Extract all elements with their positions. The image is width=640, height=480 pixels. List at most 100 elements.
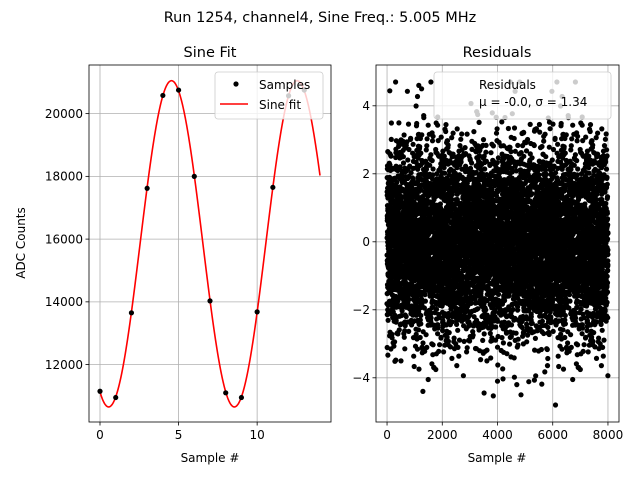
residual-point — [454, 126, 460, 132]
sine-fit-line — [99, 79, 321, 408]
residual-point — [442, 170, 448, 176]
residual-point — [396, 327, 402, 333]
sample-point — [238, 394, 245, 401]
residual-point — [418, 312, 424, 319]
residual-point — [405, 157, 411, 163]
residual-point — [393, 79, 399, 85]
residual-point — [430, 172, 436, 178]
residual-point — [422, 348, 428, 354]
residual-point — [402, 328, 408, 334]
residual-point — [443, 122, 449, 128]
residual-point — [393, 357, 399, 363]
residual-point — [416, 366, 422, 372]
residual-point — [510, 306, 516, 313]
residual-point — [449, 135, 455, 141]
residual-point — [515, 342, 521, 348]
residual-point — [395, 331, 401, 337]
sample-point — [254, 309, 260, 315]
residual-point — [408, 170, 414, 176]
residual-point — [433, 306, 440, 312]
residual-point — [414, 299, 420, 305]
residual-point — [508, 322, 515, 328]
residual-point — [420, 340, 426, 346]
residual-point — [436, 348, 442, 354]
residual-point — [411, 353, 417, 359]
sine-fit-xlabel: Sample # — [181, 451, 240, 465]
sample-point — [160, 92, 166, 99]
residual-point — [388, 153, 394, 159]
residual-point — [451, 335, 457, 341]
residual-point — [389, 335, 395, 341]
sample-point — [175, 87, 182, 93]
residual-point — [441, 349, 447, 355]
figure-suptitle: Run 1254, channel4, Sine Freq.: 5.005 MH… — [164, 10, 477, 26]
residual-point — [414, 93, 421, 100]
residual-point — [494, 126, 500, 132]
residual-point — [435, 122, 441, 128]
sine-fit-y-tick-label: 14000 — [45, 295, 83, 309]
sine-fit-ylabel: ADC Counts — [14, 207, 28, 279]
residual-point — [418, 321, 424, 327]
residual-point — [388, 120, 394, 126]
sine-fit-x-tick-label: 5 — [175, 428, 183, 442]
residual-point — [449, 319, 455, 325]
residual-point — [408, 135, 414, 141]
sine-fit-plot-area — [97, 79, 321, 408]
residual-point — [482, 166, 488, 172]
legend-samples-marker — [233, 81, 239, 87]
residual-point — [454, 363, 460, 369]
residual-point — [401, 132, 407, 138]
residual-point — [429, 138, 436, 144]
residual-point — [476, 119, 482, 125]
sample-point — [270, 184, 276, 190]
residual-point — [470, 332, 476, 338]
residual-point — [437, 201, 443, 207]
residual-point — [406, 328, 412, 334]
residual-point — [459, 131, 465, 137]
residual-point — [428, 311, 434, 317]
sample-point — [191, 173, 197, 179]
residual-point — [422, 298, 428, 304]
residual-point — [425, 122, 431, 128]
residual-point — [443, 128, 449, 135]
residual-point — [430, 342, 436, 348]
residual-point — [428, 79, 434, 85]
residual-point — [435, 331, 441, 337]
residual-point — [422, 292, 428, 298]
residual-point — [480, 337, 486, 343]
residual-point — [385, 317, 391, 323]
residual-point — [392, 339, 398, 345]
residual-point — [507, 144, 513, 150]
residual-point — [511, 355, 517, 361]
sine-fit-y-tick-label: 18000 — [45, 170, 83, 184]
sample-point — [128, 310, 135, 316]
residual-point — [417, 144, 423, 150]
residual-point — [446, 330, 452, 336]
residual-point — [424, 143, 430, 149]
residual-point — [515, 336, 521, 342]
sample-point — [113, 394, 119, 401]
residual-point — [500, 340, 506, 346]
sample-point — [97, 388, 103, 394]
residual-point — [405, 121, 412, 127]
residual-point — [480, 137, 487, 143]
residual-point — [425, 376, 431, 383]
residual-point — [478, 357, 484, 363]
residual-point — [515, 142, 521, 148]
residual-point — [481, 331, 487, 337]
sample-point — [207, 298, 213, 304]
residual-point — [460, 373, 466, 379]
residual-point — [429, 158, 435, 164]
residual-point — [428, 315, 434, 321]
residual-point — [402, 346, 408, 352]
residual-point — [396, 120, 402, 126]
residual-point — [484, 347, 490, 353]
residual-point — [406, 146, 412, 153]
residual-point — [500, 366, 506, 372]
residual-point — [483, 307, 489, 313]
residual-point — [515, 304, 521, 310]
residual-point — [438, 134, 444, 140]
residual-point — [398, 358, 404, 364]
residual-point — [406, 296, 412, 302]
